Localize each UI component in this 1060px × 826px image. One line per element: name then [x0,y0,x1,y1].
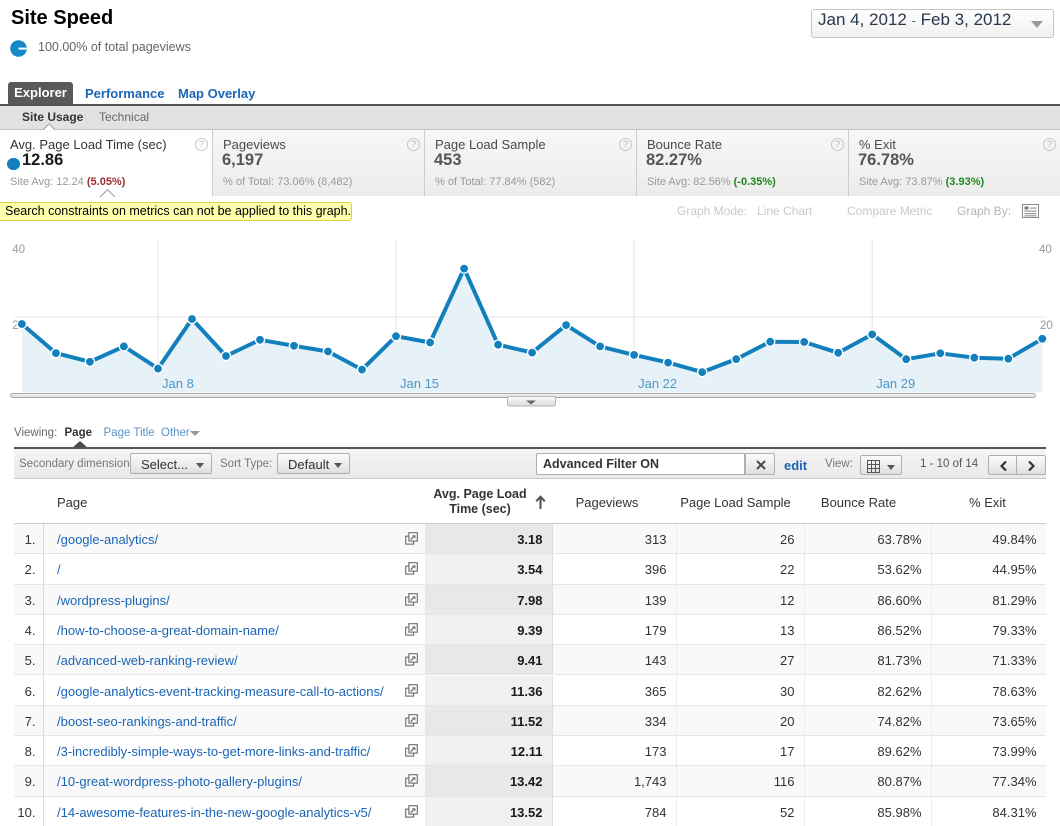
svg-text:40: 40 [1039,244,1052,256]
svg-text:20: 20 [1040,320,1053,332]
svg-text:40: 40 [12,244,25,256]
svg-text:Jan 22: Jan 22 [638,376,677,391]
svg-text:Jan 29: Jan 29 [876,376,915,391]
svg-text:Jan 15: Jan 15 [400,376,439,391]
svg-text:Jan 8: Jan 8 [162,376,194,391]
